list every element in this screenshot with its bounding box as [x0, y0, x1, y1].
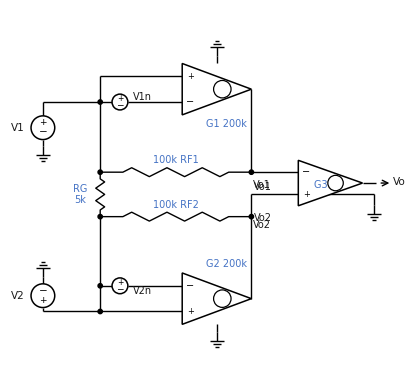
Text: +: +: [117, 94, 123, 103]
Polygon shape: [182, 273, 252, 324]
Text: 100k RF1: 100k RF1: [153, 155, 199, 165]
Text: Vo2: Vo2: [253, 220, 271, 230]
Text: −: −: [186, 281, 194, 291]
Text: V2n: V2n: [133, 286, 152, 296]
Circle shape: [213, 80, 231, 98]
Text: RG
5k: RG 5k: [73, 184, 88, 205]
Circle shape: [98, 309, 102, 314]
Text: G3 1: G3 1: [314, 180, 337, 190]
Circle shape: [31, 116, 55, 140]
Circle shape: [31, 284, 55, 307]
Polygon shape: [182, 64, 252, 115]
Text: +: +: [187, 307, 193, 316]
Circle shape: [213, 290, 231, 307]
Text: −: −: [38, 286, 47, 296]
Text: −: −: [302, 167, 310, 177]
Circle shape: [328, 175, 343, 191]
Text: +: +: [303, 190, 310, 199]
Text: −: −: [186, 97, 194, 107]
Text: G2 200k: G2 200k: [206, 259, 247, 269]
Text: −: −: [116, 101, 124, 110]
Text: 100k RF2: 100k RF2: [153, 200, 199, 210]
Text: G1 200k: G1 200k: [206, 119, 247, 129]
Text: −: −: [116, 285, 124, 294]
Text: V1n: V1n: [133, 92, 152, 102]
Circle shape: [112, 94, 128, 110]
Text: Vo1: Vo1: [253, 180, 271, 190]
Text: +: +: [187, 72, 193, 81]
Circle shape: [249, 214, 254, 219]
Circle shape: [98, 283, 102, 288]
Text: −: −: [38, 128, 47, 138]
Text: V2: V2: [11, 291, 25, 301]
Circle shape: [98, 100, 102, 104]
Polygon shape: [298, 160, 362, 206]
Circle shape: [249, 170, 254, 174]
Circle shape: [112, 278, 128, 294]
Text: +: +: [117, 278, 123, 287]
Text: Vo1: Vo1: [254, 182, 272, 192]
Text: Vo: Vo: [393, 177, 406, 187]
Circle shape: [98, 214, 102, 219]
Text: +: +: [39, 296, 47, 305]
Text: +: +: [39, 119, 47, 128]
Text: V1: V1: [11, 123, 25, 133]
Circle shape: [98, 170, 102, 174]
Text: Vo2: Vo2: [254, 213, 272, 223]
